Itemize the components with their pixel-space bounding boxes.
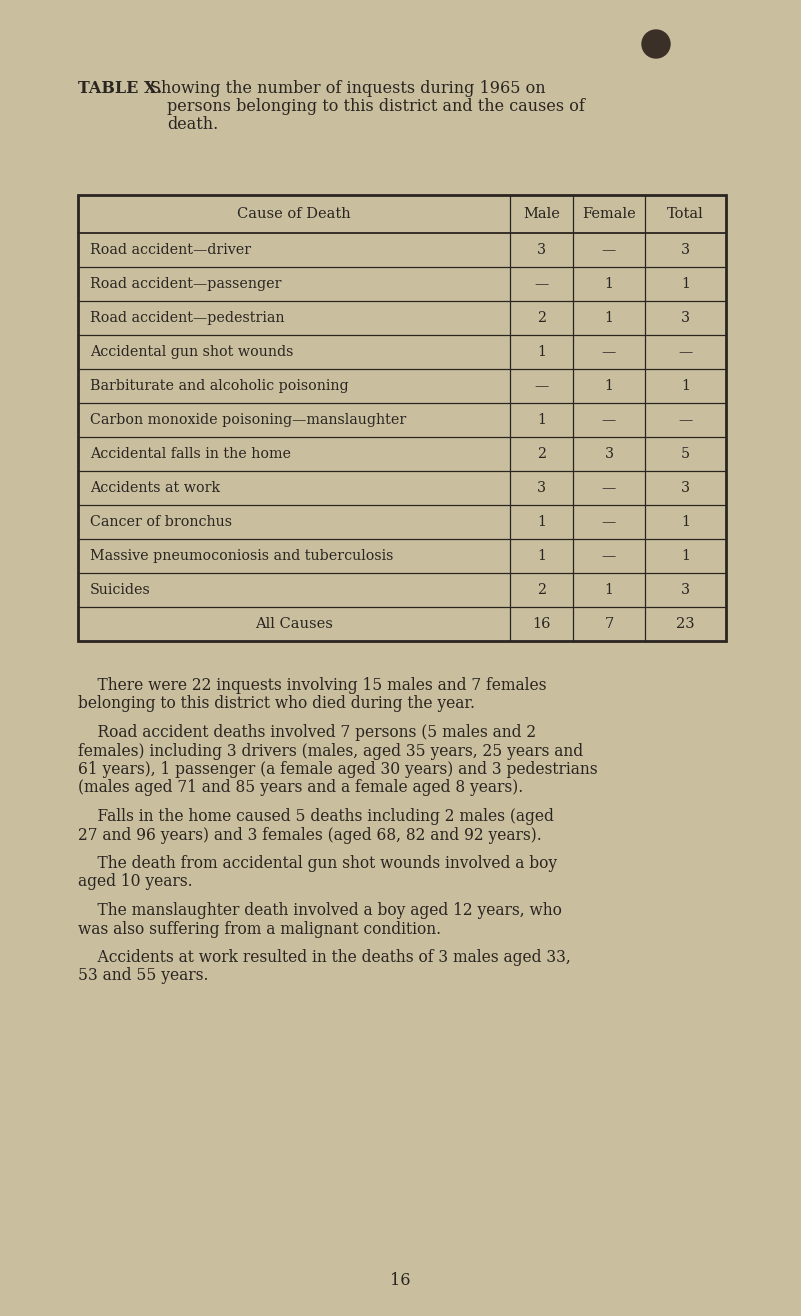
- Text: 7: 7: [605, 617, 614, 630]
- Text: 1: 1: [681, 515, 690, 529]
- Text: death.: death.: [167, 116, 218, 133]
- Text: 2: 2: [537, 447, 546, 461]
- Text: 61 years), 1 passenger (a female aged 30 years) and 3 pedestrians: 61 years), 1 passenger (a female aged 30…: [78, 761, 598, 778]
- Text: —: —: [678, 413, 693, 426]
- Text: —: —: [602, 515, 616, 529]
- Text: 1: 1: [605, 311, 614, 325]
- Text: Road accident—passenger: Road accident—passenger: [90, 276, 281, 291]
- Text: 5: 5: [681, 447, 690, 461]
- Text: Barbiturate and alcoholic poisoning: Barbiturate and alcoholic poisoning: [90, 379, 348, 393]
- Text: Suicides: Suicides: [90, 583, 151, 597]
- Text: 27 and 96 years) and 3 females (aged 68, 82 and 92 years).: 27 and 96 years) and 3 females (aged 68,…: [78, 826, 541, 844]
- Text: The death from accidental gun shot wounds involved a boy: The death from accidental gun shot wound…: [78, 855, 557, 873]
- Bar: [78, 195, 726, 641]
- Text: There were 22 inquests involving 15 males and 7 females: There were 22 inquests involving 15 male…: [78, 676, 546, 694]
- Text: Total: Total: [667, 207, 704, 221]
- Text: —: —: [534, 379, 549, 393]
- Text: Cancer of bronchus: Cancer of bronchus: [90, 515, 232, 529]
- Text: 1: 1: [681, 379, 690, 393]
- Text: The manslaughter death involved a boy aged 12 years, who: The manslaughter death involved a boy ag…: [78, 901, 562, 919]
- Text: 1: 1: [681, 276, 690, 291]
- Text: 3: 3: [537, 482, 546, 495]
- Text: —: —: [678, 345, 693, 359]
- Text: 16: 16: [390, 1273, 411, 1288]
- Text: —: —: [534, 276, 549, 291]
- Text: 2: 2: [537, 583, 546, 597]
- Text: 1: 1: [681, 549, 690, 563]
- Text: —: —: [602, 549, 616, 563]
- Text: 3: 3: [681, 311, 690, 325]
- Text: 3: 3: [537, 243, 546, 257]
- Text: 1: 1: [605, 379, 614, 393]
- Text: —: —: [602, 413, 616, 426]
- Text: was also suffering from a malignant condition.: was also suffering from a malignant cond…: [78, 920, 441, 937]
- Text: females) including 3 drivers (males, aged 35 years, 25 years and: females) including 3 drivers (males, age…: [78, 742, 583, 759]
- Text: 1: 1: [605, 276, 614, 291]
- Text: 1: 1: [537, 549, 546, 563]
- Text: 3: 3: [681, 583, 690, 597]
- Text: 3: 3: [681, 482, 690, 495]
- Text: All Causes: All Causes: [255, 617, 333, 630]
- Text: 2: 2: [537, 311, 546, 325]
- Text: Carbon monoxide poisoning—manslaughter: Carbon monoxide poisoning—manslaughter: [90, 413, 406, 426]
- Text: —: —: [602, 243, 616, 257]
- Text: 1: 1: [537, 413, 546, 426]
- Text: 1: 1: [605, 583, 614, 597]
- Text: Falls in the home caused 5 deaths including 2 males (aged: Falls in the home caused 5 deaths includ…: [78, 808, 553, 825]
- Text: —: —: [602, 482, 616, 495]
- Text: Accidents at work: Accidents at work: [90, 482, 220, 495]
- Text: Male: Male: [523, 207, 560, 221]
- Text: Accidents at work resulted in the deaths of 3 males aged 33,: Accidents at work resulted in the deaths…: [78, 949, 571, 966]
- Text: 3: 3: [681, 243, 690, 257]
- Text: Road accident—driver: Road accident—driver: [90, 243, 252, 257]
- Text: Road accident—pedestrian: Road accident—pedestrian: [90, 311, 284, 325]
- Text: 23: 23: [676, 617, 694, 630]
- Text: belonging to this district who died during the year.: belonging to this district who died duri…: [78, 695, 475, 712]
- Text: Female: Female: [582, 207, 636, 221]
- Text: 1: 1: [537, 515, 546, 529]
- Text: Showing the number of inquests during 1965 on: Showing the number of inquests during 19…: [150, 80, 545, 97]
- Text: 53 and 55 years.: 53 and 55 years.: [78, 967, 208, 984]
- Text: Accidental gun shot wounds: Accidental gun shot wounds: [90, 345, 293, 359]
- Text: 3: 3: [605, 447, 614, 461]
- Text: aged 10 years.: aged 10 years.: [78, 874, 192, 891]
- Text: (males aged 71 and 85 years and a female aged 8 years).: (males aged 71 and 85 years and a female…: [78, 779, 523, 796]
- Text: TABLE X.: TABLE X.: [78, 80, 162, 97]
- Text: 16: 16: [532, 617, 551, 630]
- Circle shape: [642, 30, 670, 58]
- Text: Massive pneumoconiosis and tuberculosis: Massive pneumoconiosis and tuberculosis: [90, 549, 393, 563]
- Text: Road accident deaths involved 7 persons (5 males and 2: Road accident deaths involved 7 persons …: [78, 724, 536, 741]
- Text: —: —: [602, 345, 616, 359]
- Text: Cause of Death: Cause of Death: [237, 207, 351, 221]
- Text: Accidental falls in the home: Accidental falls in the home: [90, 447, 291, 461]
- Text: persons belonging to this district and the causes of: persons belonging to this district and t…: [167, 97, 585, 114]
- Text: 1: 1: [537, 345, 546, 359]
